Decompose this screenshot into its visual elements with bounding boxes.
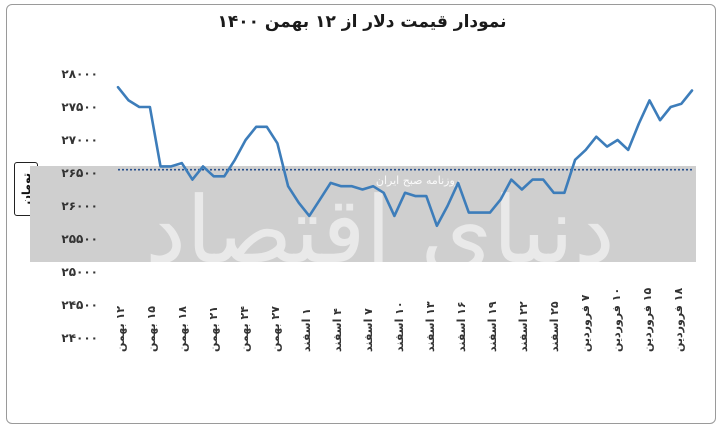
x-tick-label: ۷ اسفند [362, 308, 375, 352]
x-tick-label: ۷ فروردین [579, 294, 592, 352]
y-axis-ticks: ۲۸۰۰۰ ۲۷۵۰۰ ۲۷۰۰۰ ۲۶۵۰۰ ۲۶۰۰۰ ۲۵۵۰۰ ۲۵۰۰۰ ۲۴۵۰۰… [61, 67, 98, 345]
x-tick-label: ۱۵ فروردین [641, 288, 654, 352]
x-tick-label: ۴ اسفند [331, 308, 344, 352]
dollar-price-series-line [116, 85, 694, 228]
y-tick-label: ۲۴۰۰۰ [61, 331, 98, 345]
x-tick-label: ۱۵ بهمن [145, 306, 158, 352]
x-tick-label: ۱۸ بهمن [176, 306, 189, 352]
x-tick-label: ۱۸ فروردین [672, 288, 685, 352]
x-tick-label: ۱۰ فروردین [610, 288, 623, 352]
x-tick-label: ۱۰ اسفند [393, 301, 406, 352]
chart-title: نمودار قیمت دلار از ۱۲ بهمن ۱۴۰۰ [217, 12, 507, 32]
x-tick-label: ۲۲ اسفند [517, 301, 530, 352]
x-tick-label: ۲۴ بهمن [238, 306, 251, 352]
x-tick-label: ۱۳ اسفند [424, 301, 437, 352]
x-axis-ticks: ۱۲ بهمن ۱۵ بهمن ۱۸ بهمن ۲۱ بهمن ۲۴ بهمن ۲۷ به… [114, 288, 685, 352]
y-tick-label: ۲۷۵۰۰ [61, 100, 98, 114]
x-tick-label: ۲۱ بهمن [207, 306, 220, 352]
watermark-sub: روزنامه صبح ایران [376, 174, 460, 187]
x-tick-label: ۱ اسفند [300, 308, 313, 352]
x-tick-label: ۲۵ اسفند [548, 301, 561, 352]
y-tick-label: ۲۴۵۰۰ [61, 298, 98, 312]
y-tick-label: ۲۸۰۰۰ [61, 67, 98, 81]
y-tick-label: ۲۶۵۰۰ [61, 166, 98, 180]
x-tick-label: ۱۲ بهمن [114, 306, 127, 352]
x-tick-label: ۲۷ بهمن [269, 306, 282, 352]
y-tick-label: ۲۵۰۰۰ [61, 265, 98, 279]
x-tick-label: ۱۹ اسفند [486, 301, 499, 352]
watermark-main: دنیای اقتصاد [145, 177, 615, 284]
y-tick-label: ۲۵۵۰۰ [61, 232, 98, 246]
y-tick-label: ۲۷۰۰۰ [61, 133, 98, 147]
x-tick-label: ۱۶ اسفند [455, 301, 468, 352]
y-tick-label: ۲۶۰۰۰ [61, 199, 98, 213]
watermark-band [30, 166, 696, 262]
